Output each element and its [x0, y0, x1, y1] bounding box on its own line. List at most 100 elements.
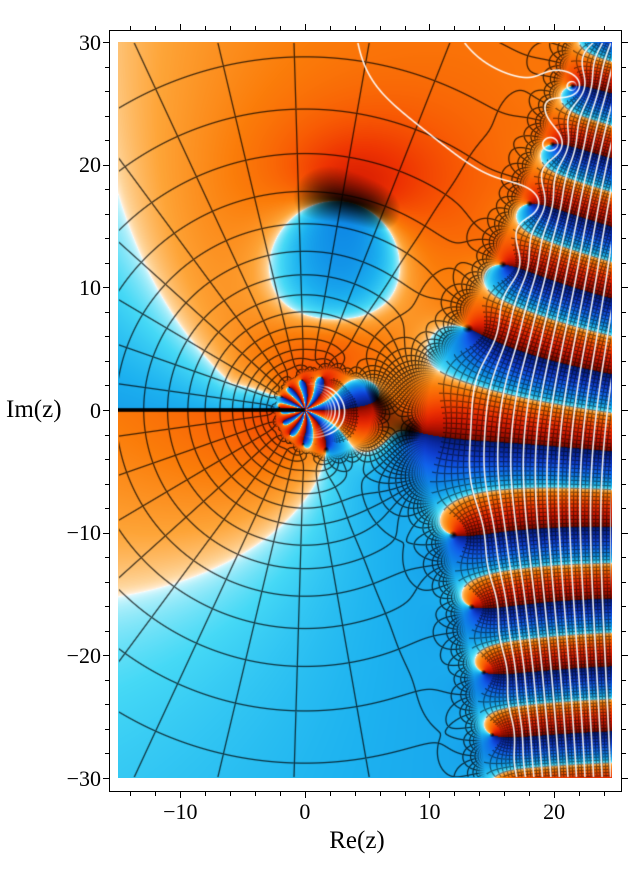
tick-mark — [103, 42, 109, 43]
tick-mark — [554, 24, 556, 30]
y-tick-label: 0 — [90, 397, 101, 423]
tick-mark — [379, 792, 381, 796]
tick-mark — [622, 728, 626, 730]
tick-mark — [105, 262, 109, 264]
tick-mark — [622, 630, 626, 632]
tick-mark — [529, 792, 531, 796]
tick-mark — [304, 24, 306, 30]
tick-mark — [622, 336, 626, 338]
tick-mark — [105, 679, 109, 681]
tick-mark — [554, 792, 556, 798]
y-tick-label: 20 — [79, 152, 101, 178]
tick-mark — [622, 778, 628, 779]
tick-mark — [454, 26, 456, 30]
y-tick-label: 10 — [79, 274, 101, 300]
x-tick-label: 20 — [543, 799, 566, 824]
tick-mark — [105, 66, 109, 68]
tick-mark — [429, 792, 431, 798]
tick-mark — [103, 778, 109, 779]
tick-mark — [205, 26, 207, 30]
x-tick-label: −10 — [163, 799, 198, 824]
tick-mark — [105, 434, 109, 436]
tick-mark — [105, 581, 109, 583]
tick-mark — [180, 792, 182, 798]
tick-mark — [105, 360, 109, 362]
tick-mark — [429, 24, 431, 30]
tick-mark — [105, 508, 109, 510]
tick-mark — [622, 164, 628, 166]
tick-mark — [404, 26, 406, 30]
tick-mark — [504, 26, 506, 30]
tick-mark — [103, 532, 109, 534]
tick-mark — [622, 459, 626, 461]
plot-frame — [109, 30, 622, 792]
tick-mark — [622, 66, 626, 68]
y-tick-label: −10 — [66, 520, 101, 546]
tick-mark — [622, 581, 626, 583]
tick-mark — [304, 792, 306, 798]
tick-mark — [279, 26, 281, 30]
tick-mark — [622, 287, 628, 289]
tick-mark — [622, 360, 626, 362]
tick-mark — [105, 728, 109, 730]
tick-mark — [103, 287, 109, 289]
tick-mark — [180, 24, 182, 30]
tick-mark — [622, 532, 628, 534]
tick-mark — [105, 91, 109, 93]
tick-mark — [622, 311, 626, 313]
tick-mark — [622, 483, 626, 485]
y-tick-label: −30 — [66, 765, 101, 791]
tick-mark — [622, 606, 626, 608]
tick-mark — [105, 483, 109, 485]
tick-mark — [622, 679, 626, 681]
tick-mark — [622, 704, 626, 706]
tick-mark — [255, 26, 257, 30]
tick-mark — [479, 26, 481, 30]
tick-mark — [622, 140, 626, 142]
y-tick-label: −20 — [66, 642, 101, 668]
tick-mark — [622, 508, 626, 510]
x-tick-label: 10 — [418, 799, 441, 824]
tick-mark — [230, 792, 232, 796]
tick-mark — [354, 792, 356, 796]
tick-mark — [504, 792, 506, 796]
tick-mark — [578, 792, 580, 796]
tick-mark — [155, 26, 157, 30]
tick-mark — [155, 792, 157, 796]
tick-mark — [105, 385, 109, 387]
tick-mark — [622, 434, 626, 436]
tick-mark — [279, 792, 281, 796]
tick-mark — [622, 557, 626, 559]
tick-mark — [205, 792, 207, 796]
tick-mark — [454, 792, 456, 796]
tick-mark — [105, 459, 109, 461]
tick-mark — [105, 213, 109, 215]
tick-mark — [379, 26, 381, 30]
tick-mark — [103, 410, 109, 411]
tick-mark — [622, 238, 626, 240]
tick-mark — [622, 42, 628, 43]
tick-mark — [622, 91, 626, 93]
tick-mark — [622, 753, 626, 755]
tick-mark — [622, 115, 626, 117]
y-tick-label: 30 — [79, 29, 101, 55]
tick-mark — [105, 336, 109, 338]
tick-mark — [105, 311, 109, 313]
tick-mark — [622, 213, 626, 215]
tick-mark — [105, 557, 109, 559]
domain-coloring-canvas — [118, 42, 612, 778]
tick-mark — [404, 792, 406, 796]
tick-mark — [329, 26, 331, 30]
tick-mark — [105, 140, 109, 142]
tick-mark — [130, 26, 132, 30]
tick-mark — [255, 792, 257, 796]
tick-mark — [105, 189, 109, 191]
x-tick-label: 0 — [299, 799, 311, 824]
tick-mark — [105, 753, 109, 755]
tick-mark — [578, 26, 580, 30]
tick-mark — [479, 792, 481, 796]
tick-mark — [103, 164, 109, 166]
tick-mark — [105, 606, 109, 608]
x-axis-label: Re(z) — [329, 827, 385, 854]
